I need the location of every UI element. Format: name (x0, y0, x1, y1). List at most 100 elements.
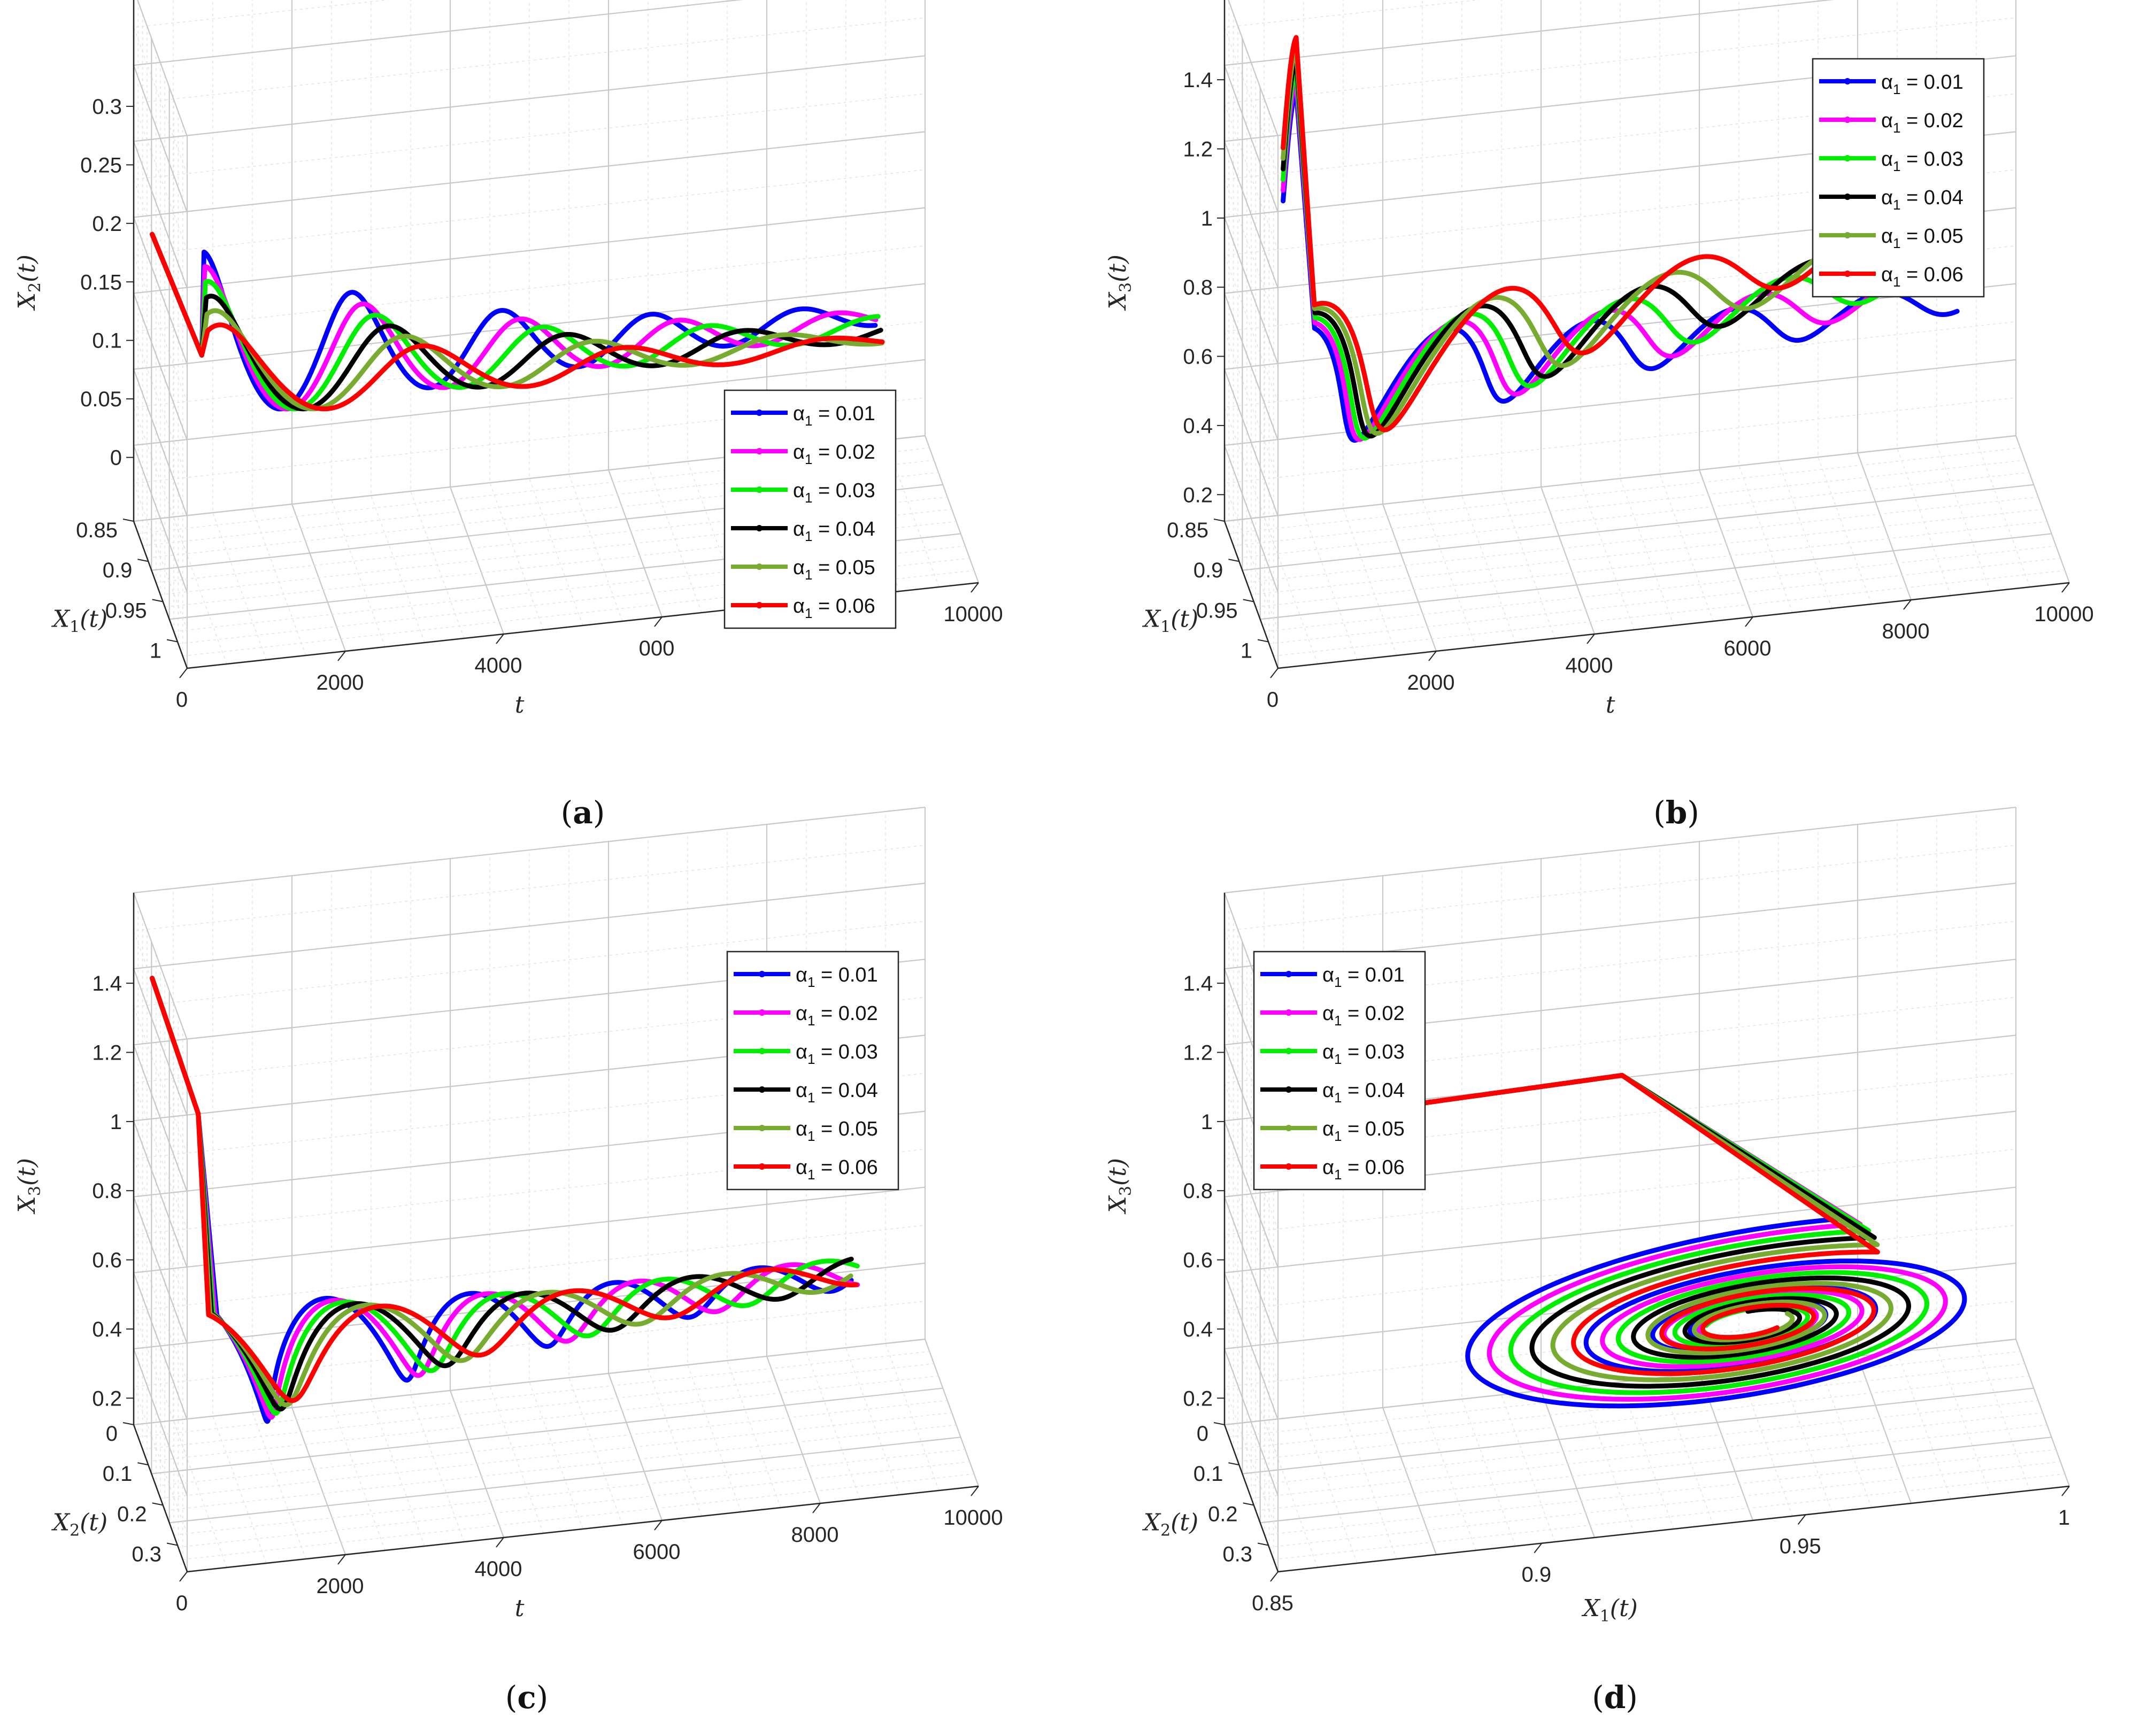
tick-label-z: 1 (110, 1110, 122, 1134)
legend-label: α1 = 0.03 (796, 1041, 878, 1067)
tick-label-y: 0 (176, 688, 188, 712)
legend-label: α1 = 0.04 (796, 1079, 878, 1106)
tick-label-x: 0 (1197, 1422, 1208, 1446)
legend-label: α1 = 0.05 (793, 557, 875, 583)
legend-marker (756, 525, 763, 531)
series-line-6 (150, 231, 885, 412)
axis-label-z-group: X3(t) (1104, 254, 1135, 311)
series-line-6 (150, 976, 859, 1403)
axis-label-z: X2(t) (13, 254, 44, 311)
tick-label-z: 0.2 (92, 212, 122, 236)
tick-label-x: 0.9 (1194, 559, 1223, 582)
legend-label: α1 = 0.03 (1322, 1041, 1405, 1067)
legend: α1 = 0.01 α1 = 0.02 α1 = 0.03 α1 = 0.04 α1 =… (723, 389, 897, 629)
tick-label-y: 0 (1267, 688, 1279, 712)
legend: α1 = 0.01 α1 = 0.02 α1 = 0.03 α1 = 0.04 α1 =… (1253, 951, 1426, 1191)
tick-label-z: 0.4 (92, 1318, 122, 1341)
legend-marker (1285, 1086, 1292, 1093)
tick-label-y: 0.9 (1522, 1563, 1552, 1587)
axis-label-x: X2(t) (1142, 1509, 1198, 1540)
tick-label-x: 0 (106, 1422, 118, 1446)
axis-label-z-group: X2(t) (13, 254, 44, 311)
legend-label: α1 = 0.03 (793, 480, 875, 506)
legend-label: α1 = 0.01 (1881, 71, 1964, 97)
panel-label-d: (d) (1592, 1679, 1638, 1716)
tick-label-z: 0.2 (1183, 1387, 1213, 1410)
legend-label: α1 = 0.04 (1322, 1079, 1405, 1106)
legend-marker (756, 563, 763, 570)
legend-marker (759, 1125, 765, 1131)
tick-label-z: 0.1 (92, 329, 122, 353)
legend-marker (1285, 1125, 1292, 1131)
legend-marker (759, 1163, 765, 1170)
legend-marker (759, 971, 765, 977)
tick-label-y: 2000 (1407, 671, 1455, 694)
tick-label-z: 1.2 (1183, 1041, 1213, 1065)
legend-marker (1844, 271, 1851, 277)
legend-box (1253, 951, 1426, 1191)
legend-label: α1 = 0.05 (1881, 225, 1964, 251)
tick-label-x: 0.3 (1222, 1543, 1252, 1566)
legend-marker (1844, 117, 1851, 123)
tick-label-z: 0.3 (92, 95, 122, 119)
legend-label: α1 = 0.01 (1322, 964, 1405, 990)
tick-label-x: 0.95 (105, 599, 147, 622)
legend-marker (1285, 971, 1292, 977)
tick-label-x: 0.3 (132, 1543, 161, 1566)
axis-label-x: X1(t) (1142, 606, 1198, 637)
axis-line-y (133, 521, 188, 669)
legend-marker (1844, 78, 1851, 84)
tick-label-z: 0.15 (80, 271, 122, 294)
legend-marker (1844, 232, 1851, 238)
series-group (1394, 1072, 1967, 1409)
legend-label: α1 = 0.03 (1881, 148, 1964, 174)
tick-label-z: 0.25 (80, 153, 122, 177)
axis-label-z: X3(t) (1104, 254, 1135, 311)
axis-label-y: t (515, 691, 525, 719)
legend-label: α1 = 0.02 (796, 1002, 878, 1029)
axis-label-z-group: X3(t) (1104, 1158, 1135, 1214)
panel-label-b: (b) (1653, 794, 1699, 831)
tick-label-z: 0.4 (1183, 414, 1213, 438)
axis-label-z-group: X3(t) (13, 1158, 44, 1214)
tick-label-z: 1.4 (92, 972, 122, 995)
axis-label-y: X1(t) (1581, 1595, 1637, 1626)
axis-label-x: X2(t) (51, 1509, 107, 1540)
axis-line-x (1277, 582, 2070, 669)
series-line-4 (150, 976, 854, 1412)
legend-marker (756, 486, 763, 493)
panel-d: 0.85 0.9 0.95 1 0 0.1 0.2 0.3 0.2 0.4 0.6 0.8 1 1.2 1.… (1104, 806, 2070, 1626)
legend: α1 = 0.01 α1 = 0.02 α1 = 0.03 α1 = 0.04 α1 =… (726, 951, 899, 1191)
tick-label-x: 0.85 (1167, 519, 1208, 542)
series-line-4 (150, 231, 883, 412)
tick-label-z: 0.6 (92, 1249, 122, 1272)
legend-label: α1 = 0.06 (1881, 264, 1964, 290)
series-group (150, 976, 860, 1424)
tick-label-y: 2000 (317, 671, 364, 694)
legend-label: α1 = 0.06 (793, 595, 875, 621)
tick-label-z: 0.8 (92, 1179, 122, 1203)
legend-marker (1844, 155, 1851, 161)
tick-label-y: 0.85 (1252, 1592, 1293, 1615)
tick-label-z: 0.6 (1183, 345, 1213, 369)
tick-label-y: 6000 (1724, 637, 1772, 660)
legend-label: α1 = 0.05 (1322, 1118, 1405, 1144)
panel-label-a: (a) (561, 794, 605, 831)
tick-label-z: 0 (110, 446, 122, 470)
tick-label-z: 0.05 (80, 388, 122, 411)
legend-label: α1 = 0.05 (796, 1118, 878, 1144)
series-line-5 (1394, 1072, 1893, 1383)
tick-label-y: 4000 (475, 1557, 522, 1581)
tick-label-y: 4000 (1566, 654, 1613, 677)
legend-marker (1285, 1009, 1292, 1016)
axis-label-y: t (1606, 691, 1615, 719)
legend-marker (1285, 1163, 1292, 1170)
tick-label-y: 4000 (475, 654, 522, 677)
legend-label: α1 = 0.01 (796, 964, 878, 990)
tick-label-z: 0.8 (1183, 1179, 1213, 1203)
tick-label-z: 0.4 (1183, 1318, 1213, 1341)
tick-label-z: 1 (1201, 207, 1213, 230)
tick-label-y: 1 (2058, 1506, 2070, 1530)
tick-label-z: 0.8 (1183, 276, 1213, 299)
